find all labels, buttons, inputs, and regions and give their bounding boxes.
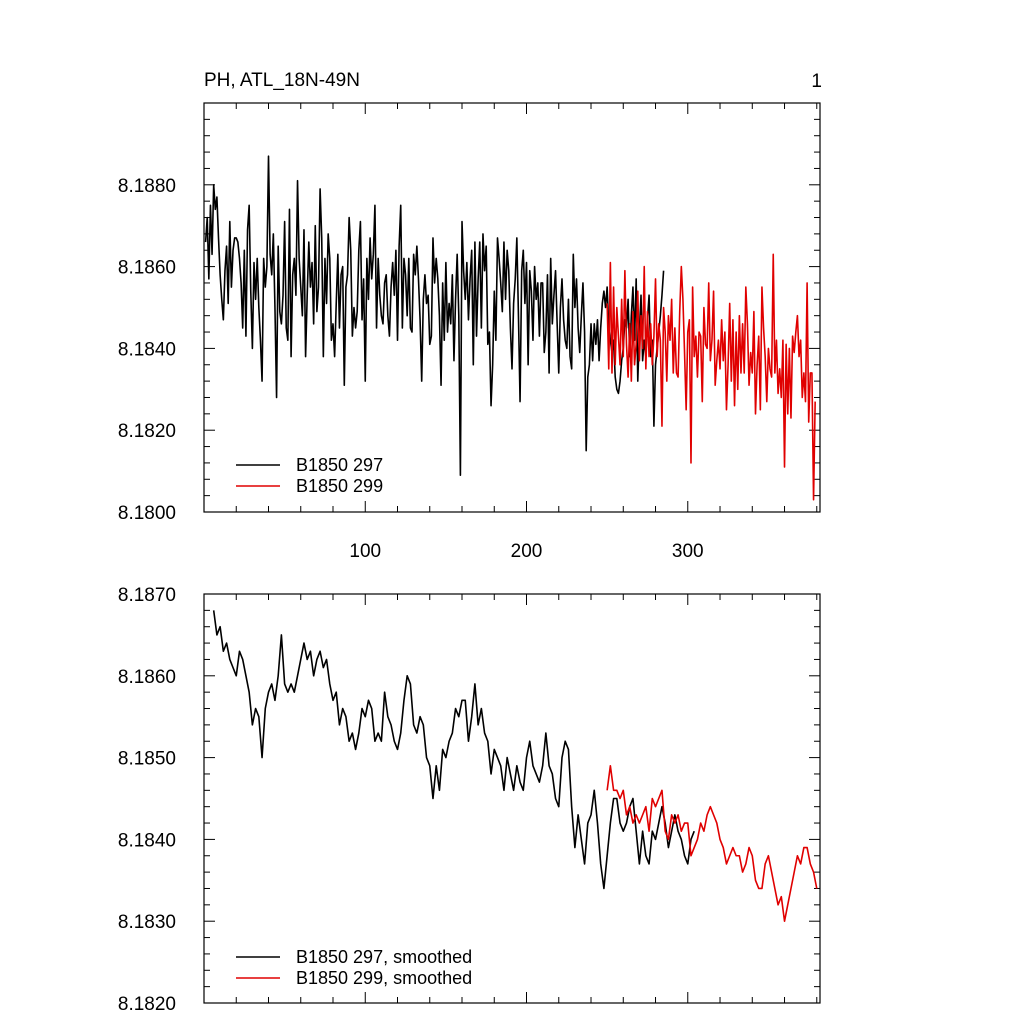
y-tick-label: 8.1830: [118, 912, 176, 933]
series-line-b1850-299-smoothed: [606, 764, 818, 923]
top-panel-corner-label: 1: [811, 71, 822, 92]
top-panel-y-tick-labels: 8.1800 8.1820 8.1840 8.1860 8.1880: [118, 176, 176, 524]
y-tick-label: 8.1850: [118, 749, 176, 770]
y-tick-label: 8.1800: [118, 503, 176, 524]
legend-label: B1850 297, smoothed: [296, 947, 472, 967]
series-line-b1850-297-smoothed: [212, 610, 695, 890]
bottom-panel-frame: [203, 593, 821, 1004]
top-panel-title: PH, ATL_18N-49N: [204, 70, 360, 91]
y-tick-label: 8.1860: [118, 667, 176, 688]
y-tick-label: 8.1840: [118, 830, 176, 851]
legend-label: B1850 299: [296, 476, 383, 496]
y-tick-label: 8.1880: [118, 176, 176, 197]
bottom-panel-y-tick-labels: 8.1820 8.1830 8.1840 8.1850 8.1860 8.1870: [118, 585, 176, 1015]
bottom-panel-series: [212, 610, 818, 923]
y-tick-label: 8.1860: [118, 258, 176, 279]
x-tick-label: 300: [672, 541, 704, 562]
y-tick-label: 8.1820: [118, 994, 176, 1015]
legend-label: B1850 297: [296, 455, 383, 475]
top-panel-x-tick-labels: 100 200 300: [349, 541, 703, 562]
series-line-b1850-299: [606, 253, 816, 501]
bottom-panel-ticks: [204, 594, 820, 1003]
bottom-panel: 8.1820 8.1830 8.1840 8.1850 8.1860 8.1870 B18…: [118, 585, 821, 1015]
series-line-b1850-297: [204, 155, 665, 476]
top-panel: 8.1800 8.1820 8.1840 8.1860 8.1880 100 200 300…: [118, 70, 822, 562]
top-panel-frame: [203, 102, 821, 513]
y-tick-label: 8.1840: [118, 339, 176, 360]
legend-label: B1850 299, smoothed: [296, 968, 472, 988]
top-panel-series: [204, 155, 816, 501]
top-panel-ticks: [204, 103, 820, 512]
x-tick-label: 200: [511, 541, 543, 562]
x-tick-label: 100: [349, 541, 381, 562]
y-tick-label: 8.1820: [118, 421, 176, 442]
y-tick-label: 8.1870: [118, 585, 176, 606]
